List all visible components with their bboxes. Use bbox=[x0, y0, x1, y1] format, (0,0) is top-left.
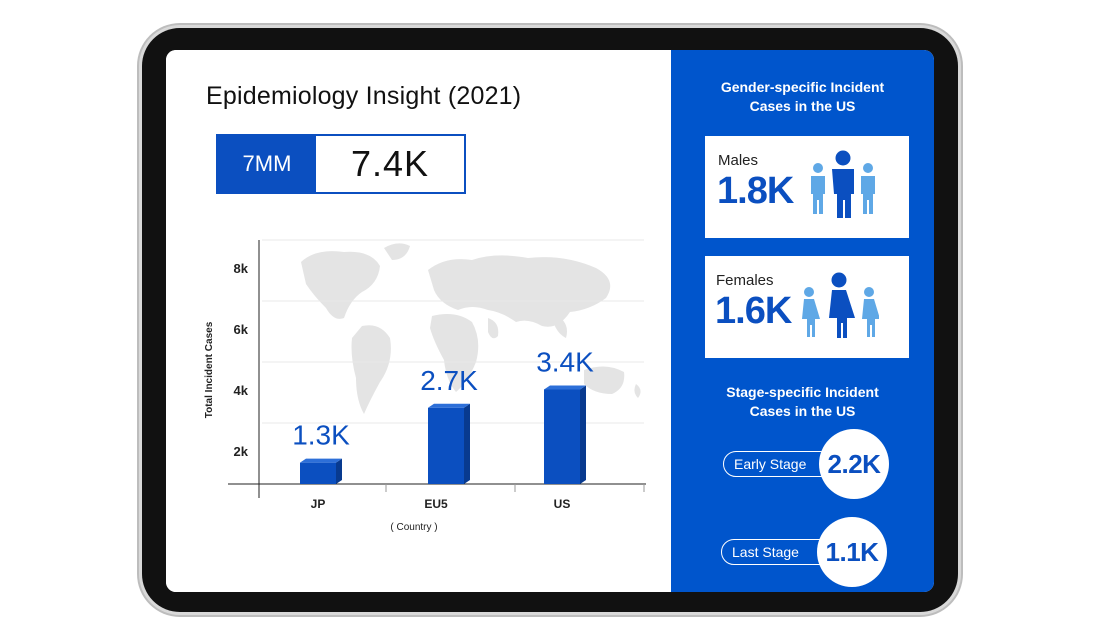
gender-title-line1: Gender-specific Incident bbox=[720, 79, 885, 95]
gender-section-title: Gender-specific Incident Cases in the US bbox=[671, 78, 934, 116]
x-axis-title: ( Country ) bbox=[390, 522, 437, 533]
bar-top-us bbox=[544, 385, 586, 390]
kpi-value: 7.4K bbox=[350, 143, 430, 184]
bar-eu5 bbox=[428, 407, 464, 484]
y-tick-label: 8k bbox=[234, 261, 249, 276]
bar-data-label: 2.7K bbox=[420, 365, 478, 396]
last-stage-label: Last Stage bbox=[732, 544, 799, 560]
page-title: Epidemiology Insight (2021) bbox=[206, 82, 522, 110]
males-value: 1.8K bbox=[717, 170, 794, 212]
stage-title-line1: Stage-specific Incident bbox=[726, 384, 879, 400]
bar-side-eu5 bbox=[464, 403, 470, 484]
us-breakdown-panel: Gender-specific Incident Cases in the US… bbox=[671, 50, 934, 592]
stage-title-line2: Cases in the US bbox=[749, 403, 856, 419]
bar-data-label: 1.3K bbox=[292, 420, 350, 451]
gender-title-line2: Cases in the US bbox=[749, 98, 856, 114]
kpi-label: 7MM bbox=[218, 136, 316, 192]
bar-top-jp bbox=[300, 458, 342, 463]
x-tick-label: EU5 bbox=[424, 497, 448, 511]
kpi-7mm-box: 7MM 7.4K bbox=[216, 134, 466, 194]
early-stage-value: 2.2K bbox=[819, 429, 889, 499]
bar-us bbox=[544, 389, 580, 484]
bar-jp bbox=[300, 462, 336, 484]
tablet-screen: Epidemiology Insight (2021) 7MM 7.4K bbox=[166, 50, 934, 592]
males-label: Males bbox=[718, 152, 759, 169]
females-value: 1.6K bbox=[715, 290, 792, 332]
females-card: Females 1.6K bbox=[705, 256, 909, 358]
early-stage-label: Early Stage bbox=[734, 456, 807, 472]
y-tick-label: 4k bbox=[234, 383, 249, 398]
stage-section-title: Stage-specific Incident Cases in the US bbox=[671, 383, 934, 421]
y-tick-label: 6k bbox=[234, 322, 249, 337]
female-people-icon bbox=[802, 272, 879, 338]
world-map-background bbox=[301, 243, 641, 414]
females-label: Females bbox=[716, 272, 774, 289]
bar-side-us bbox=[580, 385, 586, 484]
x-tick-label: JP bbox=[311, 497, 326, 511]
x-axis-ticks bbox=[385, 484, 645, 492]
bar-top-eu5 bbox=[428, 403, 470, 408]
early-stage-pill: Early Stage bbox=[723, 451, 833, 477]
last-stage-value: 1.1K bbox=[817, 517, 887, 587]
y-tick-label: 2k bbox=[234, 444, 249, 459]
epidemiology-panel: Epidemiology Insight (2021) 7MM 7.4K bbox=[166, 50, 671, 592]
tablet-frame: Epidemiology Insight (2021) 7MM 7.4K bbox=[142, 28, 958, 612]
bar-data-label: 3.4K bbox=[536, 346, 594, 377]
male-people-icon bbox=[811, 150, 875, 218]
chart-bars bbox=[300, 385, 586, 484]
males-card: Males 1.8K bbox=[705, 136, 909, 238]
incident-cases-chart: 8k 6k 4k 2k Total Incident Cases JP EU5 … bbox=[204, 239, 646, 533]
bar-side-jp bbox=[336, 458, 342, 484]
y-axis-title: Total Incident Cases bbox=[204, 321, 215, 418]
x-tick-label: US bbox=[554, 497, 571, 511]
